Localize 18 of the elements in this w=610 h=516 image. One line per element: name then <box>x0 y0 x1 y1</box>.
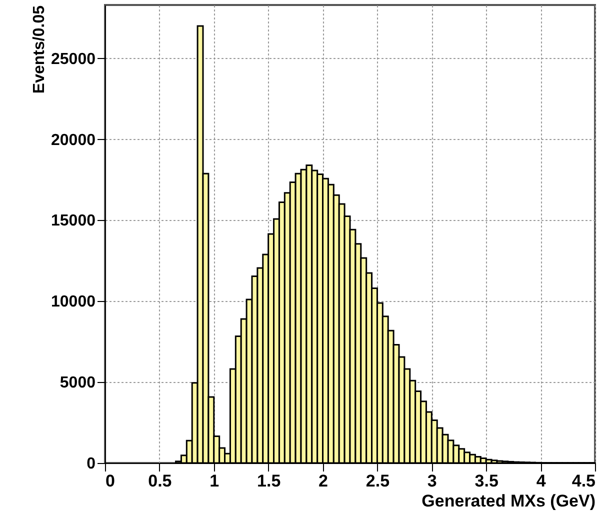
y-tick-label: 25000 <box>51 50 96 68</box>
y-tick-label: 20000 <box>51 132 96 149</box>
x-tick-label: 2.5 <box>366 472 390 490</box>
x-tick-label: 1.5 <box>257 472 281 490</box>
y-tick-label: 15000 <box>51 212 96 230</box>
x-tick-label: 3.5 <box>474 472 498 490</box>
x-tick-label: 1 <box>210 472 220 490</box>
x-axis-title: Generated MXs (GeV) <box>422 492 596 510</box>
y-axis-title: Events/0.05 <box>31 5 48 94</box>
y-tick-label: 10000 <box>51 294 96 311</box>
x-tick-label: 0.5 <box>148 472 172 490</box>
x-tick-label: 4 <box>536 472 546 490</box>
y-tick-label: 0 <box>86 456 96 472</box>
x-tick-label: 3 <box>427 472 437 490</box>
x-tick-label: 2 <box>318 472 328 490</box>
y-tick-label: 5000 <box>60 374 96 392</box>
x-tick-label: 4.5 <box>572 472 596 490</box>
x-tick-label: 0 <box>106 472 115 490</box>
